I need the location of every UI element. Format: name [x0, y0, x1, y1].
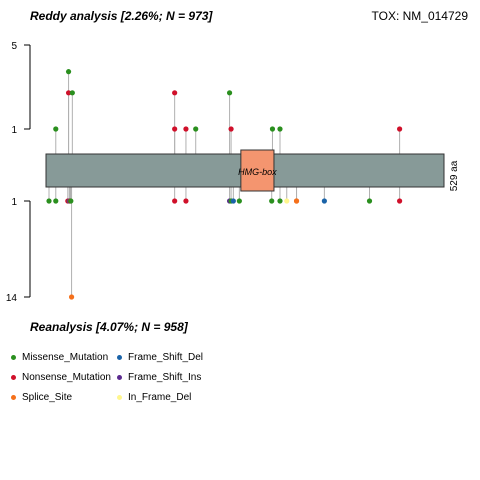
mutation-point-bottom [183, 198, 189, 204]
y-tick-bottom-max: 14 [6, 293, 18, 304]
mutation-point-top [183, 126, 189, 132]
mutation-point-bottom [230, 198, 236, 204]
legend-label: Missense_Mutation [22, 351, 109, 363]
legend-label: Nonsense_Mutation [22, 371, 111, 383]
y-tick-bottom-min: 1 [11, 197, 17, 208]
bottom-title: Reanalysis [4.07%; N = 958] [30, 320, 189, 334]
mutation-point-bottom [293, 198, 300, 204]
lollipop-heads [46, 69, 403, 300]
mutation-point-bottom [53, 198, 59, 204]
mutation-point-top [65, 69, 72, 75]
mutation-point-bottom [172, 198, 178, 204]
mutation-point-bottom [46, 198, 52, 204]
domain-box [240, 149, 275, 192]
legend-label: Frame_Shift_Ins [128, 371, 202, 383]
mutation-point-top [172, 90, 178, 96]
protein-domains: HMG-box [238, 149, 277, 192]
mutation-point-top [69, 90, 75, 96]
legend-swatch [117, 374, 122, 380]
legend-swatch [11, 374, 16, 380]
legend-item: Splice_Site [8, 388, 114, 406]
mutation-point-top [277, 126, 283, 132]
gene-label: TOX: NM_014729 [372, 9, 469, 23]
protein-length-label: 529 aa [449, 160, 460, 191]
domain-label: HMG-box [238, 167, 277, 177]
y-axis-top: 5 1 [11, 41, 31, 136]
mutation-point-bottom [277, 198, 283, 204]
legend-swatch [117, 394, 122, 400]
y-tick-top-min: 1 [11, 125, 17, 136]
mutation-point-bottom [68, 294, 75, 300]
legend-swatch [11, 394, 16, 400]
legend-item: In_Frame_Del [114, 388, 264, 406]
mutation-point-bottom [68, 198, 74, 204]
legend-item: Frame_Shift_Del [114, 348, 264, 366]
mutation-point-top [226, 90, 233, 96]
legend-label: Frame_Shift_Del [128, 351, 204, 363]
legend-label: In_Frame_Del [128, 391, 192, 403]
legend-item: Missense_Mutation [8, 348, 114, 366]
mutation-point-top [193, 126, 199, 132]
mutation-point-top [172, 126, 178, 132]
mutation-point-top [228, 126, 234, 132]
mutation-point-bottom [321, 198, 327, 204]
mutation-point-top [65, 90, 72, 96]
y-axis-bottom: 1 14 [6, 197, 31, 304]
mutation-point-bottom [284, 198, 290, 204]
legend-swatch [11, 354, 16, 360]
legend-item: Nonsense_Mutation [8, 368, 114, 386]
mutation-point-bottom [269, 198, 275, 204]
mutation-point-bottom [236, 198, 242, 204]
y-tick-top-max: 5 [11, 41, 17, 52]
mutation-point-top [397, 126, 403, 132]
legend-label: Splice_Site [22, 391, 73, 403]
top-title: Reddy analysis [2.26%; N = 973] [30, 9, 213, 23]
mutation-point-top [53, 126, 59, 132]
legend-swatch [117, 354, 122, 360]
legend-item: Frame_Shift_Ins [114, 368, 264, 386]
mutation-point-bottom [366, 198, 373, 204]
mutation-point-bottom [397, 198, 403, 204]
legend: Missense_Mutation Frame_Shift_Del Nonsen… [8, 348, 268, 406]
mutation-point-top [269, 126, 276, 132]
